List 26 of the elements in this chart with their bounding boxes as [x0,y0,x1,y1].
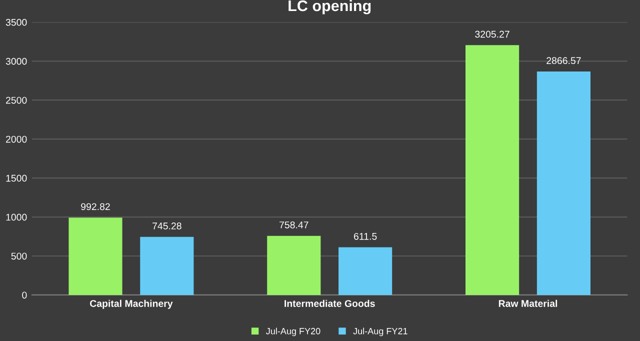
legend-label: Jul-Aug FY21 [353,328,408,336]
y-tick-label: 0 [22,292,27,299]
data-label: 611.5 [354,232,377,240]
y-tick-label: 3000 [6,58,27,65]
y-tick-label: 1000 [6,214,27,221]
legend-label: Jul-Aug FY20 [266,328,320,336]
y-tick-label: 2500 [6,96,27,104]
bar [536,72,590,295]
y-tick-label: 3500 [6,18,27,26]
bar [68,218,122,295]
x-tick-label: Raw Material [498,300,558,307]
data-label: 3205.27 [475,30,510,38]
data-label: 745.28 [152,222,182,230]
chart-title: LC opening [288,0,371,14]
bar [338,247,392,295]
x-tick-label: Capital Machinery [90,300,173,309]
data-label: 2866.57 [546,57,581,64]
y-tick-label: 2000 [6,136,27,143]
bar [140,236,194,295]
y-tick-label: 500 [11,252,27,260]
bar [267,236,321,295]
data-label: 992.82 [81,203,110,210]
y-tick-label: 1500 [6,174,27,182]
data-label: 758.47 [280,221,308,228]
x-tick-label: Intermediate Goods [284,300,375,307]
bar [466,45,520,295]
